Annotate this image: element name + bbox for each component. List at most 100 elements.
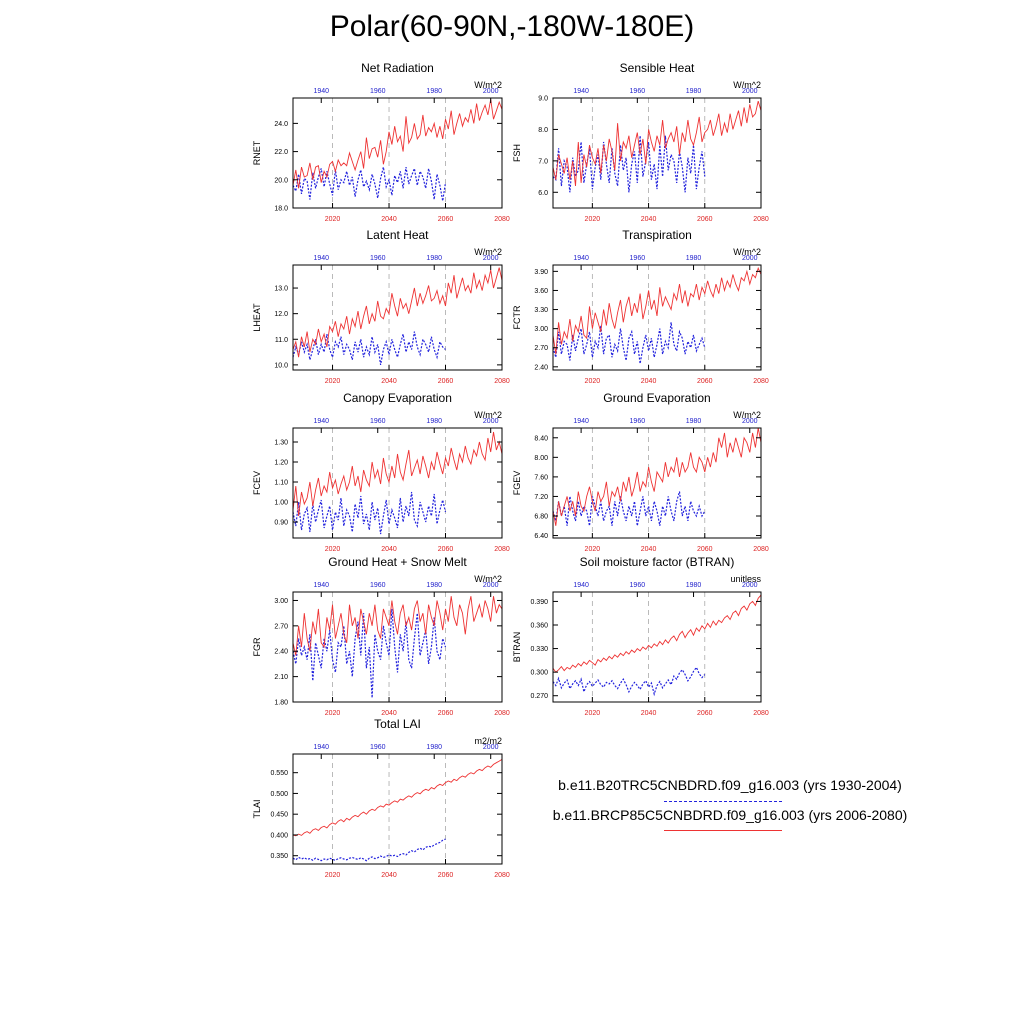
- x-top-tick-label: 2000: [742, 255, 758, 262]
- x-bottom-tick-label: 2040: [641, 710, 657, 717]
- y-tick-label: 7.60: [534, 474, 548, 481]
- plot-frame: [552, 264, 762, 371]
- x-bottom-tick-label: 2040: [381, 710, 397, 717]
- x-top-tick-label: 1940: [313, 255, 329, 262]
- x-bottom-tick-label: 2020: [585, 378, 601, 385]
- series-line-historical: [292, 838, 446, 862]
- x-bottom-tick-label: 2060: [697, 216, 713, 223]
- x-top-tick-label: 1940: [313, 744, 329, 751]
- y-tick-label: 12.0: [274, 311, 288, 318]
- x-bottom-tick-label: 2020: [585, 710, 601, 717]
- series-line-historical: [552, 491, 706, 526]
- series-line-rcp85: [552, 427, 762, 526]
- x-bottom-tick-label: 2080: [494, 546, 510, 553]
- y-tick-label: 1.00: [274, 500, 288, 507]
- x-bottom-tick-label: 2020: [325, 710, 341, 717]
- x-top-tick-label: 1940: [573, 88, 589, 95]
- y-tick-label: 8.40: [534, 435, 548, 442]
- x-top-tick-label: 1980: [426, 88, 442, 95]
- y-axis-label: FGR: [252, 637, 262, 656]
- x-top-tick-label: 1960: [370, 88, 386, 95]
- legend-rcp85-line: [664, 830, 782, 831]
- y-tick-label: 0.400: [270, 832, 288, 839]
- y-tick-label: 0.300: [530, 670, 548, 677]
- panel-title: Ground Evaporation: [603, 391, 710, 405]
- plot-frame: [552, 591, 762, 703]
- y-tick-label: 11.0: [275, 337, 288, 344]
- y-tick-label: 3.30: [534, 307, 548, 314]
- legend-rcp85-label: b.e11.BRCP85C5CNBDRD.f09_g16.003 (yrs 20…: [552, 807, 908, 823]
- x-top-tick-label: 1940: [313, 418, 329, 425]
- x-top-tick-label: 1960: [370, 744, 386, 751]
- panel-title: Net Radiation: [361, 61, 434, 75]
- units-label: W/m^2: [733, 80, 761, 90]
- x-bottom-tick-label: 2080: [753, 216, 769, 223]
- y-axis-label: LHEAT: [252, 303, 262, 332]
- series-line-rcp85: [292, 759, 503, 837]
- x-top-tick-label: 1940: [573, 582, 589, 589]
- x-top-tick-label: 2000: [483, 88, 499, 95]
- y-tick-label: 0.270: [530, 693, 548, 700]
- x-bottom-tick-label: 2060: [697, 710, 713, 717]
- plot-frame: [292, 753, 503, 865]
- y-tick-label: 2.10: [274, 674, 288, 681]
- y-tick-label: 1.80: [274, 700, 288, 707]
- y-axis-label: FCTR: [512, 305, 522, 329]
- series-line-rcp85: [552, 266, 762, 355]
- y-tick-label: 18.0: [274, 206, 288, 213]
- x-bottom-tick-label: 2040: [381, 216, 397, 223]
- y-tick-label: 2.70: [534, 345, 548, 352]
- x-bottom-tick-label: 2080: [494, 216, 510, 223]
- x-top-tick-label: 1980: [426, 582, 442, 589]
- x-top-tick-label: 2000: [483, 744, 499, 751]
- y-axis-label: RNET: [252, 140, 262, 165]
- x-bottom-tick-label: 2080: [494, 710, 510, 717]
- x-top-tick-label: 2000: [483, 418, 499, 425]
- x-top-tick-label: 1960: [630, 88, 646, 95]
- y-tick-label: 2.40: [534, 364, 548, 371]
- y-tick-label: 3.00: [274, 598, 288, 605]
- x-top-tick-label: 1940: [573, 255, 589, 262]
- legend-historical-label: b.e11.B20TRC5CNBDRD.f09_g16.003 (yrs 193…: [558, 777, 902, 793]
- series-line-historical: [292, 331, 446, 366]
- plot-frame: [292, 97, 503, 209]
- y-tick-label: 3.60: [534, 288, 548, 295]
- x-bottom-tick-label: 2060: [438, 710, 454, 717]
- x-top-tick-label: 1980: [426, 744, 442, 751]
- x-bottom-tick-label: 2060: [438, 872, 454, 879]
- panel-title: Soil moisture factor (BTRAN): [580, 555, 735, 569]
- x-top-tick-label: 1960: [630, 582, 646, 589]
- y-tick-label: 0.500: [270, 791, 288, 798]
- x-bottom-tick-label: 2060: [438, 378, 454, 385]
- series-line-rcp85: [552, 100, 762, 187]
- plot-frame: [292, 591, 503, 703]
- y-tick-label: 6.80: [534, 514, 548, 521]
- y-tick-label: 9.0: [538, 96, 548, 103]
- x-bottom-tick-label: 2060: [438, 546, 454, 553]
- x-bottom-tick-label: 2040: [641, 546, 657, 553]
- x-top-tick-label: 1980: [686, 255, 702, 262]
- units-label: unitless: [730, 574, 761, 584]
- x-bottom-tick-label: 2020: [325, 872, 341, 879]
- y-tick-label: 10.0: [274, 362, 288, 369]
- x-top-tick-label: 1960: [630, 255, 646, 262]
- x-top-tick-label: 1960: [370, 255, 386, 262]
- series-line-historical: [292, 491, 447, 535]
- y-tick-label: 7.20: [534, 494, 548, 501]
- x-top-tick-label: 2000: [742, 582, 758, 589]
- y-tick-label: 2.70: [274, 623, 288, 630]
- x-top-tick-label: 1940: [313, 88, 329, 95]
- x-bottom-tick-label: 2020: [325, 216, 341, 223]
- x-top-tick-label: 2000: [742, 88, 758, 95]
- x-top-tick-label: 2000: [742, 418, 758, 425]
- series-line-historical: [552, 322, 706, 364]
- x-top-tick-label: 1980: [686, 88, 702, 95]
- legend-historical-line: [664, 801, 782, 802]
- y-tick-label: 0.360: [530, 623, 548, 630]
- y-axis-label: FGEV: [512, 471, 522, 496]
- series-line-historical: [552, 666, 706, 697]
- panel-title: Sensible Heat: [620, 61, 695, 75]
- series-line-historical: [292, 166, 447, 202]
- x-bottom-tick-label: 2040: [381, 378, 397, 385]
